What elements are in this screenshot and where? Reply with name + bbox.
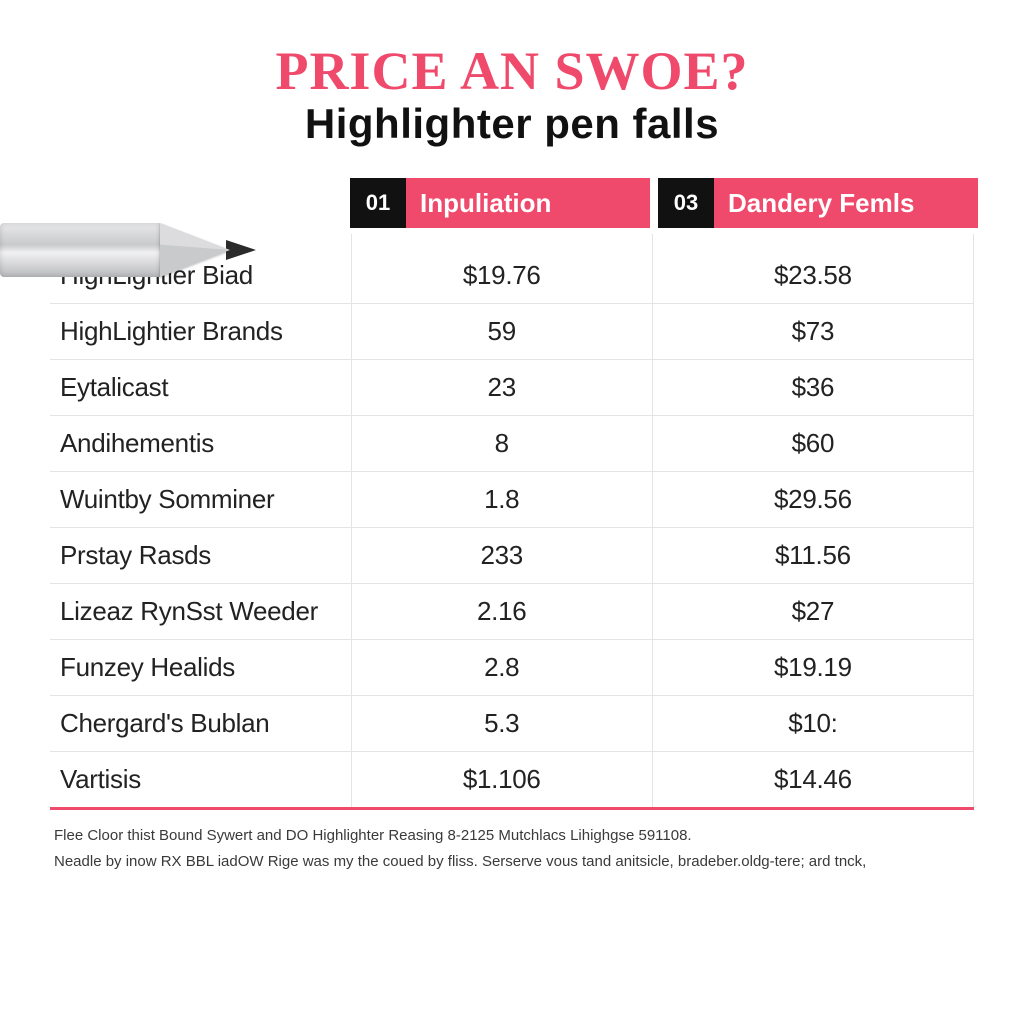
table-row: Andihementis 8 $60	[50, 416, 974, 472]
row-val-2: $60	[652, 416, 973, 472]
column-number: 03	[658, 178, 714, 228]
column-label: Dandery Femls	[714, 178, 978, 228]
row-val-2: $29.56	[652, 472, 973, 528]
column-header-03: 03 Dandery Femls	[658, 178, 978, 228]
row-name: Prstay Rasds	[50, 528, 351, 584]
row-name: HighLightier Brands	[50, 304, 351, 360]
row-name: Andihementis	[50, 416, 351, 472]
row-name: Vartisis	[50, 752, 351, 808]
row-val-1: 2.8	[351, 640, 652, 696]
row-val-2: $27	[652, 584, 973, 640]
title-block: PRICE AN SWOE? Highlighter pen falls	[50, 40, 974, 148]
column-number: 01	[350, 178, 406, 228]
row-val-2: $10:	[652, 696, 973, 752]
row-val-1: 8	[351, 416, 652, 472]
row-name: Funzey Healids	[50, 640, 351, 696]
footer-text: Flee Cloor thist Bound Sywert and DO Hig…	[50, 824, 974, 887]
table-row: Vartisis $1.106 $14.46	[50, 752, 974, 808]
table-row: Lizeaz RynSst Weeder 2.16 $27	[50, 584, 974, 640]
pen-body	[0, 223, 160, 277]
row-val-2: $23.58	[652, 234, 973, 304]
row-name: Eytalicast	[50, 360, 351, 416]
row-val-2: $73	[652, 304, 973, 360]
row-val-1: $1.106	[351, 752, 652, 808]
pen-tip-icon	[226, 240, 256, 260]
row-val-1: $19.76	[351, 234, 652, 304]
row-val-2: $11.56	[652, 528, 973, 584]
row-val-1: 233	[351, 528, 652, 584]
footer-line-1: Flee Cloor thist Bound Sywert and DO Hig…	[54, 824, 970, 847]
title-sub: Highlighter pen falls	[50, 100, 974, 148]
data-table: HighLightier Biad $19.76 $23.58 HighLigh…	[50, 234, 974, 808]
column-header-01: 01 Inpuliation	[350, 178, 650, 228]
row-val-1: 59	[351, 304, 652, 360]
table-row: Funzey Healids 2.8 $19.19	[50, 640, 974, 696]
row-val-1: 2.16	[351, 584, 652, 640]
row-name: Chergard's Bublan	[50, 696, 351, 752]
row-val-1: 23	[351, 360, 652, 416]
column-label: Inpuliation	[406, 178, 650, 228]
table-row: Wuintby Somminer 1.8 $29.56	[50, 472, 974, 528]
table-row: Prstay Rasds 233 $11.56	[50, 528, 974, 584]
title-main: PRICE AN SWOE?	[50, 40, 974, 102]
footer-line-2: Neadle by inow RX BBL iadOW Rige was my …	[54, 850, 970, 873]
row-val-2: $36	[652, 360, 973, 416]
row-val-2: $19.19	[652, 640, 973, 696]
row-val-1: 5.3	[351, 696, 652, 752]
bottom-rule	[50, 807, 974, 810]
table-row: Eytalicast 23 $36	[50, 360, 974, 416]
table-row: HighLightier Brands 59 $73	[50, 304, 974, 360]
row-val-2: $14.46	[652, 752, 973, 808]
pen-graphic	[0, 215, 280, 285]
row-name: Lizeaz RynSst Weeder	[50, 584, 351, 640]
row-val-1: 1.8	[351, 472, 652, 528]
pen-cone	[160, 223, 230, 277]
row-name: Wuintby Somminer	[50, 472, 351, 528]
table-row: Chergard's Bublan 5.3 $10:	[50, 696, 974, 752]
